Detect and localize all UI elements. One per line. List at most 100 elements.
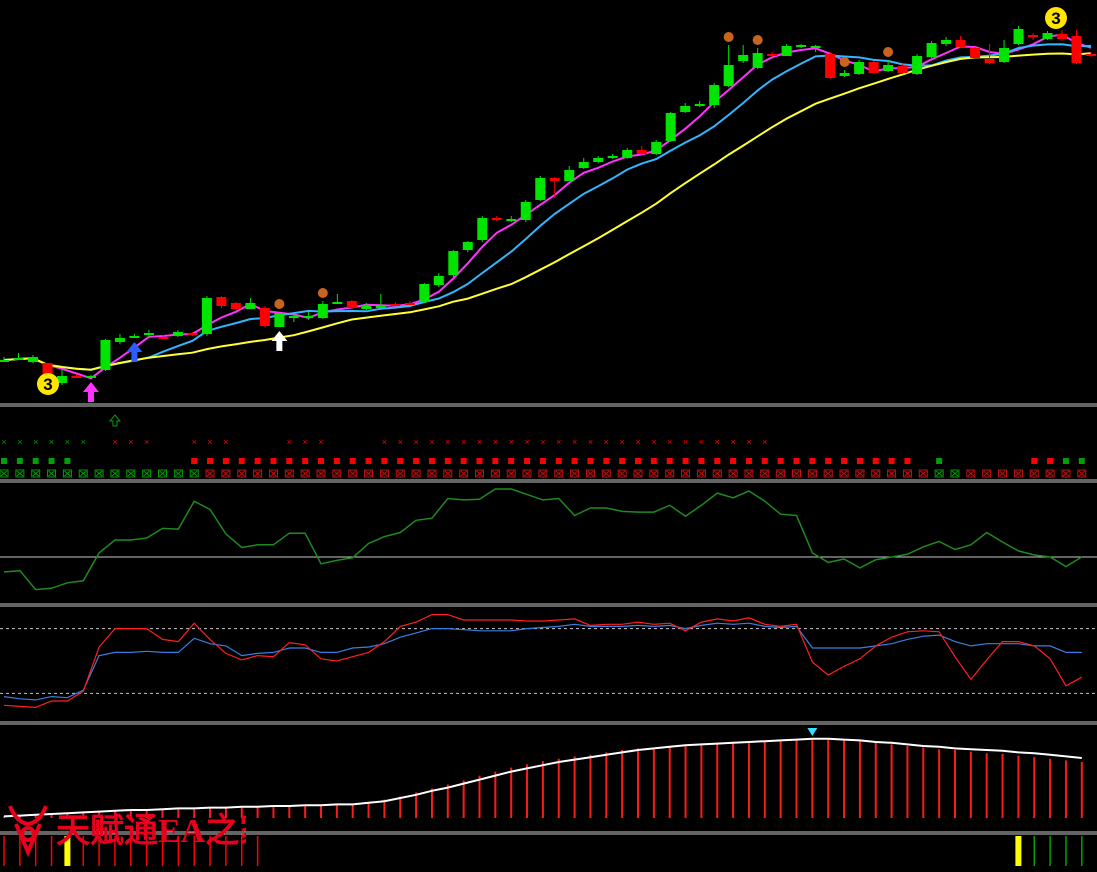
marker-icon — [317, 288, 328, 298]
candle-body — [912, 56, 923, 74]
signal-box-cross — [555, 470, 563, 477]
signal-rows-panel[interactable]: × × × × × × × × × × × × × × × × × × × × × × × × × × × × × × × × × × × × × × × × — [0, 414, 1087, 478]
signal-box-cross — [856, 470, 864, 477]
signal-square-red — [904, 458, 911, 464]
oscillator-1-panel[interactable] — [0, 488, 1097, 591]
up-arrow-icon — [82, 382, 99, 402]
candle-body — [448, 251, 459, 275]
bottom-signal-panel[interactable] — [3, 836, 1083, 866]
signal-box — [918, 469, 928, 478]
candle-body — [926, 43, 937, 57]
signal-x-green: × — [65, 437, 70, 447]
signal-box-cross — [761, 470, 769, 477]
candle-body — [694, 104, 705, 106]
candle-body — [520, 202, 531, 220]
signal-box-cross — [206, 470, 214, 477]
signal-box — [142, 469, 152, 478]
signal-box-cross — [1030, 470, 1038, 477]
signal-box — [760, 469, 770, 478]
signal-box — [110, 469, 120, 478]
signal-box-cross — [824, 470, 832, 477]
signal-box-cross — [270, 470, 277, 477]
ma-mid-line — [3, 43, 1092, 371]
signal-box — [966, 469, 976, 478]
signal-x-red: × — [762, 437, 767, 447]
candle-body — [404, 303, 415, 305]
signal-x-red: × — [524, 437, 529, 447]
candle-body — [85, 376, 96, 378]
signal-square-red — [793, 458, 800, 464]
signal-x-red: × — [318, 437, 323, 447]
panel-separators — [0, 403, 1097, 835]
signal-x-red: × — [461, 437, 466, 447]
signal-square-red — [841, 458, 848, 464]
histogram-panel[interactable] — [3, 728, 1083, 818]
candle-body — [390, 304, 401, 306]
signal-box — [205, 469, 215, 478]
signal-box — [31, 469, 41, 478]
signal-box-cross — [507, 470, 515, 477]
signal-square-red — [555, 458, 562, 464]
signal-x-red: × — [540, 437, 545, 447]
signal-square-red — [318, 458, 324, 464]
candle-body — [129, 336, 140, 338]
candle-body — [143, 333, 154, 335]
candle-body — [114, 338, 125, 342]
signal-x-red: × — [715, 437, 720, 447]
badge-circle — [37, 373, 59, 395]
signal-square-red — [191, 458, 198, 464]
signal-square-red — [508, 458, 515, 464]
signal-square-red — [539, 458, 546, 464]
signal-box-cross — [492, 470, 499, 477]
candle-body — [477, 218, 488, 240]
signal-square-red — [650, 458, 657, 464]
candle-body — [984, 59, 995, 63]
signal-square-red — [856, 458, 863, 464]
signal-box — [538, 469, 548, 478]
price-panel[interactable]: 33 — [0, 7, 1096, 402]
signal-box — [364, 469, 374, 478]
signal-box — [934, 469, 944, 478]
candle-body — [1042, 33, 1053, 39]
candle-body — [1071, 36, 1082, 63]
histogram-line — [3, 737, 1082, 818]
signal-box-cross — [365, 470, 372, 477]
signal-x-red: × — [730, 437, 735, 447]
signal-box-cross — [999, 470, 1006, 477]
signal-box — [633, 469, 643, 478]
signal-box-cross — [777, 470, 784, 477]
signal-square-red — [745, 458, 752, 464]
signal-square-green — [1062, 458, 1069, 464]
candle-body — [1057, 34, 1068, 39]
signal-box-cross — [888, 470, 895, 477]
signal-box — [665, 469, 675, 478]
signal-x-red: × — [382, 437, 387, 447]
signal-box-cross — [745, 470, 753, 477]
signal-box-cross — [571, 470, 578, 477]
signal-box — [316, 469, 326, 478]
signal-box-cross — [1078, 470, 1086, 477]
candle-body — [433, 276, 444, 285]
signal-box — [221, 469, 231, 478]
badge-label: 3 — [43, 375, 52, 394]
candle-body — [259, 308, 270, 326]
candle-body — [1028, 35, 1039, 37]
candle-body — [781, 46, 792, 56]
signal-box — [744, 469, 754, 478]
candle-body — [303, 316, 314, 318]
signal-box — [427, 469, 437, 478]
candle-body — [970, 48, 981, 58]
candle-body — [27, 357, 38, 362]
oscillator-2-panel[interactable] — [0, 614, 1097, 709]
signal-box-cross — [793, 470, 800, 477]
candle-body — [593, 158, 604, 162]
signal-box — [871, 469, 881, 478]
osc2-line-red — [3, 614, 1083, 709]
signal-box — [268, 469, 278, 478]
signal-box — [443, 469, 453, 478]
signal-square-red — [238, 458, 245, 464]
signal-x-green: × — [1, 437, 6, 447]
osc2-line-blue — [3, 622, 1082, 701]
signal-up-arrow-icon — [108, 414, 122, 427]
signal-box-cross — [1046, 470, 1054, 477]
